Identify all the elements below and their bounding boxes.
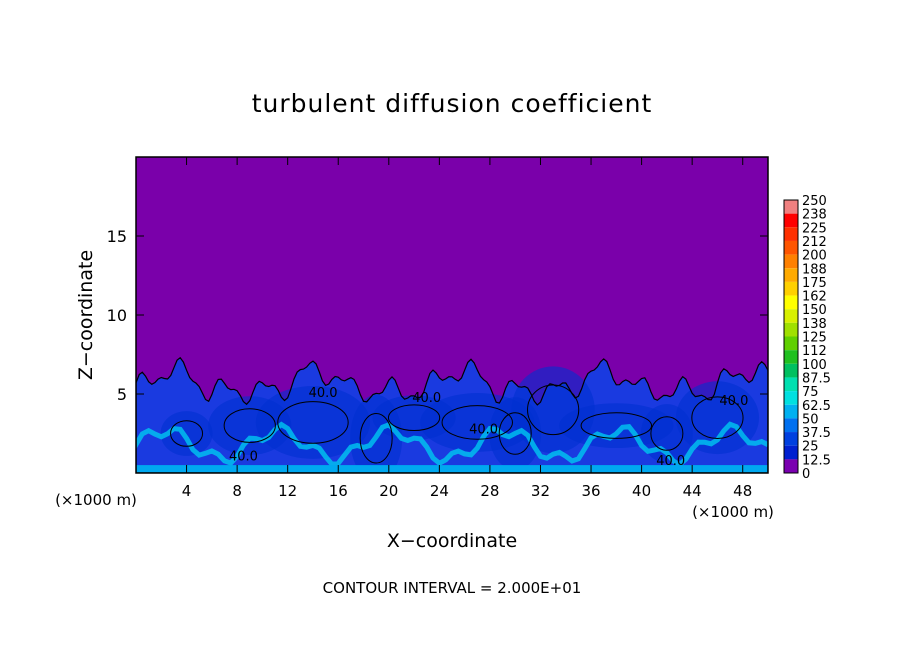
colorbar-label: 50 [802,412,819,427]
colorbar-swatch [784,377,798,392]
colorbar-swatch [784,322,798,337]
x-tick-label: 36 [581,482,600,500]
colorbar-label: 225 [802,221,827,236]
colorbar-swatch [784,309,798,323]
colorbar-label: 175 [802,276,827,291]
colorbar-label: 138 [802,317,827,332]
contour-lines [136,356,768,473]
contour-line [527,384,580,436]
x-tick-label: 16 [329,482,348,500]
colorbar-label: 238 [802,208,827,223]
colorbar-swatch [784,459,798,473]
colorbar-label: 150 [802,303,827,318]
contour-line [441,405,513,440]
contour-line [359,412,393,464]
eddy [160,411,213,456]
colorbar-swatch [784,350,798,364]
chart-title: turbulent diffusion coefficient [252,89,653,118]
x-tick-label: 32 [531,482,550,500]
contour-label: 40.0 [229,449,258,464]
contour-label: 40.0 [309,386,338,401]
x-tick-label: 12 [278,482,297,500]
colorbar-label: 250 [802,194,827,209]
contour-line [170,420,204,447]
colorbar-label: 12.5 [802,453,831,468]
contour-line [650,416,684,451]
colorbar-label: 37.5 [802,426,831,441]
x-tick-label: 44 [683,482,702,500]
x-axis-ticks: 4 8 12 16 20 24 28 32 36 40 44 48 [182,157,752,500]
colorbar-label: 87.5 [802,371,831,386]
y-tick-label: 10 [107,306,127,325]
x-axis-label: X−coordinate [387,530,517,552]
contour-line [136,356,768,473]
colorbar-swatch [784,295,798,310]
x-tick-label: 20 [379,482,398,500]
colorbar-label: 25 [802,440,819,455]
contour-label: 40.0 [719,394,748,409]
contour-line [691,396,744,440]
colorbar-swatch [784,432,798,446]
x-tick-label: 4 [182,482,192,500]
x-tick-label: 8 [232,482,242,500]
colorbar-label: 212 [802,235,827,250]
y-tick-label: 5 [117,385,127,404]
x-unit-right: (×1000 m) [692,503,774,521]
colorbar-swatch [784,391,798,405]
colorbar-swatch [784,227,798,241]
colorbar-swatch [784,200,798,214]
x-tick-label: 48 [733,482,752,500]
colorbar-swatch [784,404,798,419]
y-tick-label: 15 [107,227,127,246]
surface-layer [136,465,768,473]
colorbar-label: 100 [802,358,827,373]
x-tick-label: 40 [632,482,651,500]
colorbar-label: 112 [802,344,827,359]
contour-label: 40.0 [469,423,498,438]
colorbar-label: 125 [802,331,827,346]
contour-label: 40.0 [656,454,685,469]
colorbar-swatch [784,268,798,282]
contour-label: 40.0 [412,391,441,406]
eddy [255,386,371,459]
eddy [675,381,760,455]
colorbar: 2502382252122001881751621501381251121008… [783,194,831,482]
colorbar-label: 62.5 [802,399,831,414]
colorbar-swatch [784,254,798,269]
y-axis-ticks: 5 10 15 [107,227,768,404]
contour-line [387,404,441,432]
colorbar-label: 0 [802,467,810,482]
x-tick-label: 28 [480,482,499,500]
contour-line [277,401,349,444]
colorbar-frame [783,199,799,474]
colorbar-label: 200 [802,249,827,264]
colorbar-swatch [784,240,798,255]
contour-line [498,412,532,455]
colorbar-swatch [784,363,798,378]
contour-line [223,408,276,443]
colorbar-swatch [784,213,798,228]
colorbar-label: 188 [802,262,827,277]
x-tick-label: 24 [430,482,449,500]
contour-line [580,412,653,439]
colorbar-swatch [784,336,798,351]
x-unit-left: (×1000 m) [55,491,137,509]
y-axis-label: Z−coordinate [75,250,97,380]
contour-labels: 40.0 40.0 40.0 40.0 40.0 40.0 [229,386,748,469]
colorbar-label: 162 [802,290,827,305]
colorbar-swatch [784,418,798,433]
contour-interval-note: CONTOUR INTERVAL = 2.000E+01 [323,579,582,597]
colorbar-label: 75 [802,385,819,400]
colorbar-swatch [784,281,798,296]
plot-area: 40.0 40.0 40.0 40.0 40.0 40.0 [135,156,769,474]
colorbar-swatch [784,445,798,460]
